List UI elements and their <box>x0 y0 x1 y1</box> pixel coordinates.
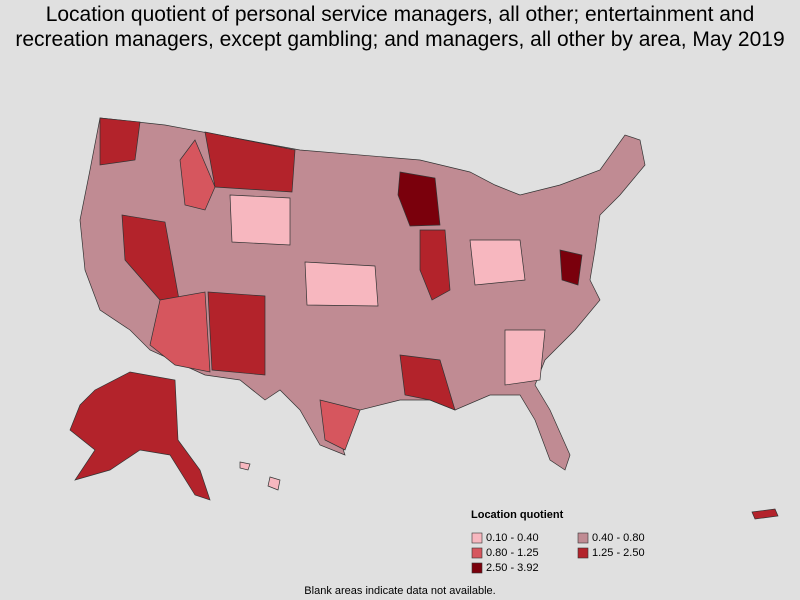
region-newmexico <box>207 291 266 376</box>
region-texas-coast <box>319 399 361 451</box>
footnote: Blank areas indicate data not available. <box>304 585 495 597</box>
legend-label: 1.25 - 2.50 <box>592 547 645 559</box>
region-wyoming <box>229 194 291 246</box>
legend-label: 0.40 - 0.80 <box>592 532 645 544</box>
region-kansas <box>304 261 379 307</box>
legend-swatch <box>471 532 483 544</box>
legend-swatch <box>471 547 483 559</box>
region-washington <box>99 117 141 166</box>
region-hawaii <box>267 476 281 491</box>
legend-swatch <box>577 547 589 559</box>
region-wisconsin <box>397 171 441 227</box>
region-puerto-rico <box>751 508 779 520</box>
legend-swatch <box>471 562 483 574</box>
region-arizona <box>149 291 211 373</box>
region-ohio-valley <box>469 239 526 286</box>
legend-label: 0.80 - 1.25 <box>486 547 539 559</box>
region-alaska <box>69 371 211 501</box>
region-montana <box>204 131 296 193</box>
region-illinois <box>419 229 451 301</box>
legend-title: Location quotient <box>471 509 564 521</box>
legend-swatch <box>577 532 589 544</box>
region-georgia <box>504 329 546 386</box>
region-idaho <box>179 139 216 211</box>
region-maryland <box>559 249 583 286</box>
legend-label: 2.50 - 3.92 <box>486 562 539 574</box>
map-title: Location quotient of personal service ma… <box>15 3 785 51</box>
region-louisiana <box>399 354 456 411</box>
legend-label: 0.10 - 0.40 <box>486 532 539 544</box>
region-hawaii-2 <box>239 461 251 471</box>
legend: 0.10 - 0.40 0.40 - 0.80 0.80 - 1.25 1.25 - … <box>471 532 645 574</box>
